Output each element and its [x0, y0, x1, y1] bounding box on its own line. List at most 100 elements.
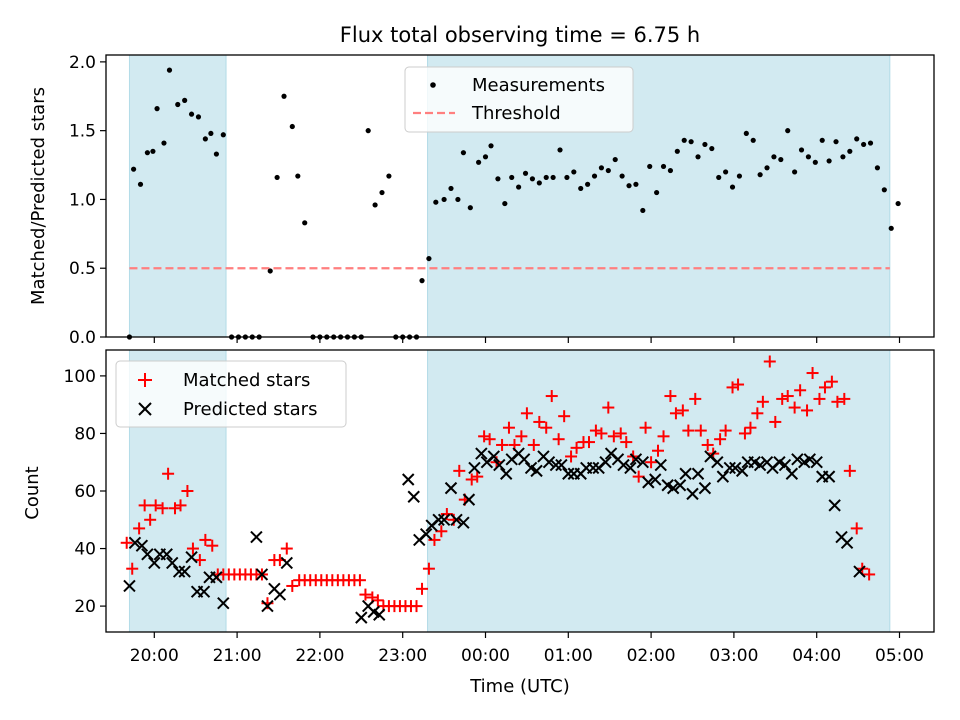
measurement-point — [295, 173, 301, 179]
predicted-star-point — [617, 458, 630, 472]
matched-star-point — [843, 464, 856, 477]
matched-star-point — [620, 436, 633, 449]
measurement-point — [874, 165, 881, 171]
matched-star-point — [806, 367, 819, 380]
legend-label-predicted: Predicted stars — [183, 399, 317, 420]
predicted-star-point — [444, 481, 458, 495]
measurement-point — [150, 148, 156, 154]
predicted-star-point — [785, 467, 799, 480]
measurement-point — [688, 139, 694, 145]
measurement-point — [476, 159, 482, 165]
matched-star-point — [788, 401, 801, 414]
matched-star-point — [676, 404, 689, 417]
matched-star-point — [186, 542, 199, 555]
matched-star-point — [738, 427, 751, 440]
matched-star-point — [781, 390, 794, 403]
measurement-point — [448, 185, 454, 192]
matched-star-point — [614, 427, 627, 440]
measurement-point — [757, 172, 763, 178]
x-tick-label: 03:00 — [709, 646, 758, 666]
matched-star-point — [540, 421, 553, 434]
matched-star-point — [133, 522, 146, 535]
predicted-star-point — [166, 556, 179, 570]
measurement-point — [166, 67, 173, 73]
measurement-point — [182, 97, 188, 103]
measurement-point — [455, 196, 461, 203]
measurement-point — [516, 184, 522, 190]
matched-star-point — [664, 390, 677, 403]
matched-star-point — [353, 574, 366, 587]
predicted-star-point — [853, 565, 866, 578]
measurement-point — [578, 185, 584, 192]
matched-star-point — [169, 502, 181, 515]
matched-star-point — [520, 407, 533, 420]
predicted-star-point — [549, 458, 563, 472]
measurement-point — [826, 158, 832, 164]
matched-star-point — [825, 375, 838, 388]
top-y-axis: 0.0 0.5 1.0 1.5 2.0 — [69, 53, 106, 348]
matched-star-point — [838, 392, 851, 405]
x-tick-label: 05:00 — [875, 646, 924, 666]
predicted-star-point — [642, 476, 655, 489]
predicted-star-point — [487, 450, 500, 463]
predicted-star-point — [402, 473, 415, 486]
matched-star-point — [570, 441, 583, 454]
predicted-star-point — [141, 548, 154, 561]
measurement-point — [195, 114, 202, 120]
matched-star-point — [533, 415, 546, 428]
matched-star-point — [527, 438, 540, 451]
measurement-point — [289, 123, 295, 130]
measurement-point — [522, 170, 529, 176]
measurement-point — [716, 174, 722, 181]
predicted-star-point — [629, 453, 643, 466]
measurement-point — [502, 200, 508, 207]
matched-star-point — [794, 384, 807, 397]
measurement-point — [564, 174, 570, 181]
legend-marker-matched — [138, 373, 152, 387]
predicted-star-point — [160, 548, 173, 561]
y-tick-label: 80 — [74, 424, 96, 444]
matched-star-point — [801, 404, 814, 417]
predicted-star-point — [407, 490, 420, 503]
predicted-star-point — [178, 565, 191, 578]
measurement-point — [460, 150, 467, 156]
matched-star-point — [206, 539, 219, 552]
y-tick-label: 40 — [74, 540, 96, 560]
predicted-star-point — [803, 453, 817, 466]
measurement-point — [557, 147, 563, 153]
matched-star-point — [751, 407, 764, 420]
predicted-star-point — [185, 550, 198, 564]
matched-star-point — [632, 470, 645, 483]
matched-star-point — [120, 536, 133, 549]
measurement-point — [433, 199, 439, 205]
predicted-star-point — [373, 608, 386, 621]
predicted-star-point — [542, 456, 556, 469]
predicted-star-point — [123, 579, 136, 593]
measurement-point — [847, 148, 853, 154]
predicted-star-point — [128, 536, 142, 550]
bottom-y-axis: 20 40 60 80 100 — [64, 367, 106, 617]
measurement-point — [509, 174, 515, 181]
chart-title: Flux total observing time = 6.75 h — [340, 23, 700, 47]
measurement-point — [267, 268, 273, 274]
matched-star-point — [558, 410, 571, 423]
predicted-star-point — [686, 487, 699, 501]
matched-star-point — [138, 499, 151, 512]
measurement-point — [482, 154, 489, 160]
measurement-point — [144, 150, 150, 156]
measurement-point — [805, 154, 812, 160]
measurement-point — [819, 137, 825, 143]
measurement-point — [137, 181, 144, 187]
matched-star-point — [701, 438, 714, 451]
measurement-point — [426, 255, 432, 262]
measurement-point — [441, 196, 447, 203]
predicted-star-point — [261, 599, 274, 613]
matched-star-point — [607, 430, 620, 443]
measurement-point — [495, 176, 501, 182]
measurement-point — [161, 140, 167, 146]
matched-star-point — [694, 424, 707, 437]
measurement-point — [175, 101, 181, 108]
predicted-star-point — [475, 447, 488, 460]
measurement-point — [386, 173, 392, 179]
matched-star-point — [416, 582, 429, 595]
